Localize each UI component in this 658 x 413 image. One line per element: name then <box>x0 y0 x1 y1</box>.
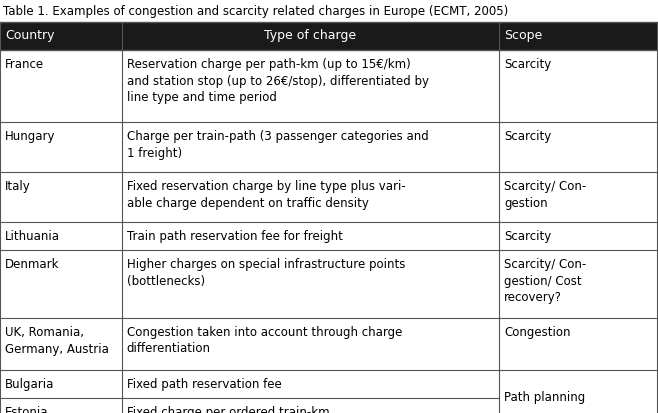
Text: Estonia: Estonia <box>5 406 49 413</box>
Bar <box>0 50 657 122</box>
Text: Denmark: Denmark <box>5 258 59 271</box>
Text: Train path reservation fee for freight: Train path reservation fee for freight <box>126 230 342 243</box>
Text: Fixed path reservation fee: Fixed path reservation fee <box>126 378 282 391</box>
Text: Table 1. Examples of congestion and scarcity related charges in Europe (ECMT, 20: Table 1. Examples of congestion and scar… <box>3 5 508 18</box>
Text: Italy: Italy <box>5 180 31 193</box>
Text: Congestion: Congestion <box>504 326 571 339</box>
Text: Country: Country <box>5 29 55 43</box>
Bar <box>0 122 657 172</box>
Bar <box>0 22 657 50</box>
Text: Fixed charge per ordered train-km: Fixed charge per ordered train-km <box>126 406 329 413</box>
Text: UK, Romania,
Germany, Austria: UK, Romania, Germany, Austria <box>5 326 109 356</box>
Bar <box>0 370 657 398</box>
Text: Scope: Scope <box>504 29 543 43</box>
Text: Bulgaria: Bulgaria <box>5 378 55 391</box>
Text: Type of charge: Type of charge <box>265 29 357 43</box>
Text: Scarcity/ Con-
gestion/ Cost
recovery?: Scarcity/ Con- gestion/ Cost recovery? <box>504 258 586 304</box>
Text: Lithuania: Lithuania <box>5 230 60 243</box>
Bar <box>0 172 657 222</box>
Text: Scarcity: Scarcity <box>504 130 551 143</box>
Text: Congestion taken into account through charge
differentiation: Congestion taken into account through ch… <box>126 326 402 356</box>
Bar <box>0 318 657 370</box>
Bar <box>0 398 657 413</box>
Text: Higher charges on special infrastructure points
(bottlenecks): Higher charges on special infrastructure… <box>126 258 405 287</box>
Text: Scarcity/ Con-
gestion: Scarcity/ Con- gestion <box>504 180 586 209</box>
Text: Path planning: Path planning <box>504 392 586 404</box>
Bar <box>0 250 657 318</box>
Text: Reservation charge per path-km (up to 15€/km)
and station stop (up to 26€/stop),: Reservation charge per path-km (up to 15… <box>126 58 428 104</box>
Text: Hungary: Hungary <box>5 130 55 143</box>
Bar <box>0 222 657 250</box>
Text: France: France <box>5 58 44 71</box>
Text: Charge per train-path (3 passenger categories and
1 freight): Charge per train-path (3 passenger categ… <box>126 130 428 159</box>
Text: Fixed reservation charge by line type plus vari-
able charge dependent on traffi: Fixed reservation charge by line type pl… <box>126 180 405 209</box>
Text: Scarcity: Scarcity <box>504 230 551 243</box>
Text: Scarcity: Scarcity <box>504 58 551 71</box>
